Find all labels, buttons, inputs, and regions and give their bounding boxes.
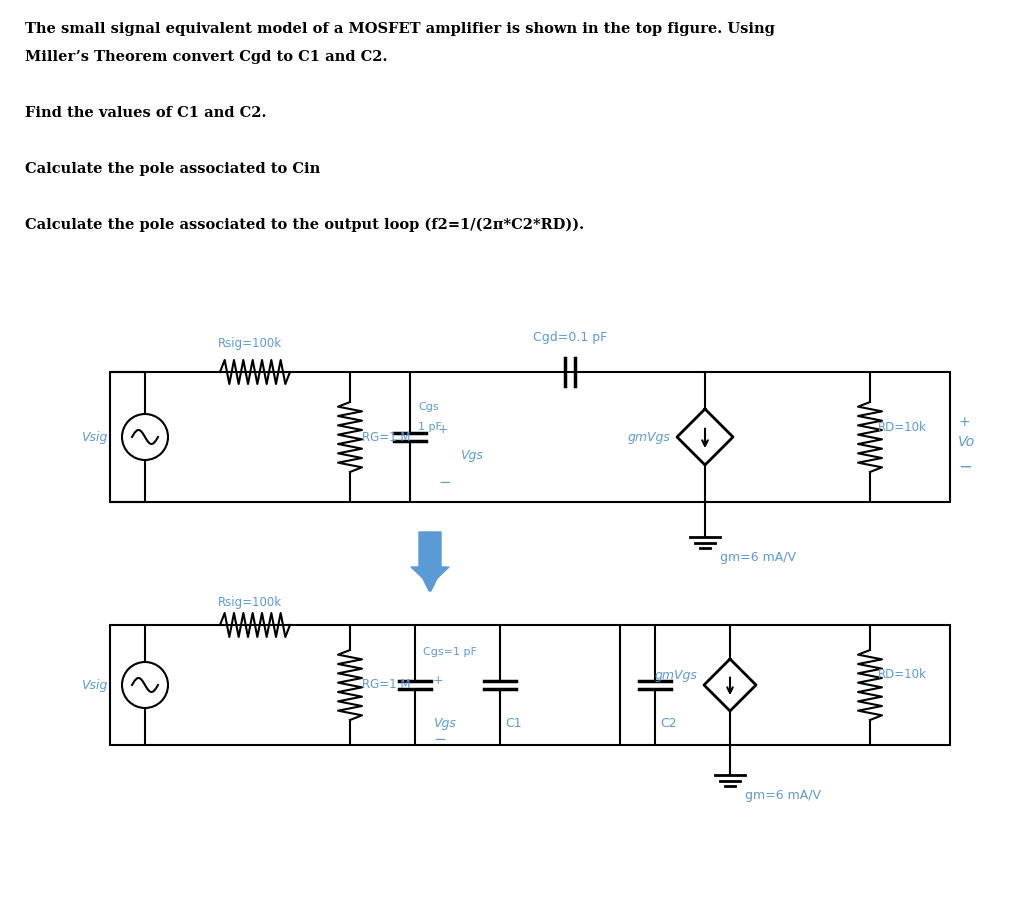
Text: Cgd=0.1 pF: Cgd=0.1 pF	[532, 331, 607, 344]
Text: RG=1 M: RG=1 M	[362, 678, 411, 691]
Text: Find the values of C1 and C2.: Find the values of C1 and C2.	[25, 106, 266, 120]
Text: Vsig: Vsig	[81, 431, 106, 444]
Text: Vsig: Vsig	[81, 678, 106, 691]
Text: Rsig=100k: Rsig=100k	[218, 337, 282, 350]
Text: Vo: Vo	[958, 435, 975, 449]
Text: RD=10k: RD=10k	[878, 421, 927, 434]
Text: C2: C2	[660, 717, 677, 730]
Text: −: −	[438, 474, 451, 490]
Text: Cgs: Cgs	[418, 402, 438, 412]
Text: +: +	[433, 674, 443, 687]
Text: RG=1 M: RG=1 M	[362, 431, 411, 444]
Text: RD=10k: RD=10k	[878, 668, 927, 681]
Text: +: +	[958, 415, 970, 429]
Text: The small signal equivalent model of a MOSFET amplifier is shown in the top figu: The small signal equivalent model of a M…	[25, 22, 775, 36]
Text: −: −	[958, 458, 972, 476]
Text: −: −	[433, 733, 445, 747]
Text: Vgs: Vgs	[460, 448, 483, 462]
Text: Vgs: Vgs	[433, 717, 456, 729]
Text: +: +	[438, 423, 449, 435]
Text: gmVgs: gmVgs	[654, 668, 697, 681]
Text: Calculate the pole associated to the output loop (f2=1/(2π*C2*RD)).: Calculate the pole associated to the out…	[25, 218, 584, 232]
Text: Calculate the pole associated to Cin: Calculate the pole associated to Cin	[25, 162, 321, 176]
Text: Cgs=1 pF: Cgs=1 pF	[423, 647, 477, 657]
Text: gm=6 mA/V: gm=6 mA/V	[745, 788, 821, 802]
Text: 1 pF: 1 pF	[418, 422, 442, 432]
Text: C1: C1	[505, 717, 521, 730]
Text: Rsig=100k: Rsig=100k	[218, 596, 282, 609]
Text: gmVgs: gmVgs	[627, 431, 670, 444]
Text: gm=6 mA/V: gm=6 mA/V	[720, 551, 796, 563]
FancyArrow shape	[411, 532, 449, 585]
Text: Miller’s Theorem convert Cgd to C1 and C2.: Miller’s Theorem convert Cgd to C1 and C…	[25, 50, 387, 64]
